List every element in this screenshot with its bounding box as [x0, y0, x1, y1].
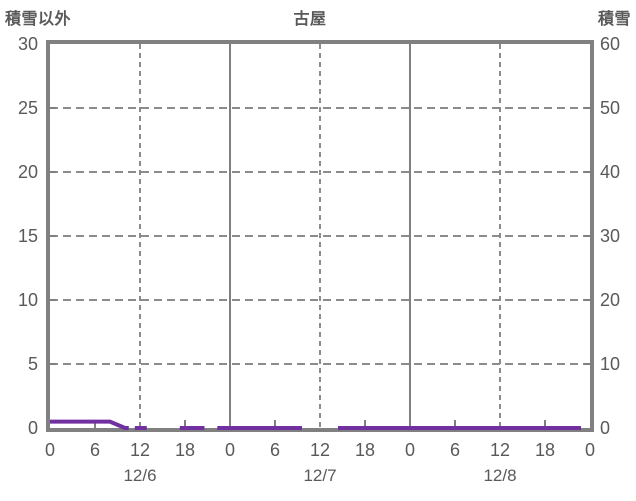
x-axis-hour-label: 6: [449, 440, 460, 460]
right-axis-label-40: 40: [600, 162, 621, 182]
left-axis-title: 積雪以外: [5, 11, 72, 28]
right-axis-label-10: 10: [600, 354, 621, 374]
right-axis-label-30: 30: [600, 226, 621, 246]
right-axis-label-50: 50: [600, 98, 621, 118]
left-axis-label-20: 20: [17, 162, 38, 182]
left-axis-label-5: 5: [27, 354, 38, 374]
left-axis-label-10: 10: [17, 290, 38, 310]
x-axis-hour-label: 18: [354, 440, 376, 460]
right-axis-label-0: 0: [600, 418, 611, 438]
right-axis-label-20: 20: [600, 290, 621, 310]
left-axis-label-30: 30: [17, 34, 38, 54]
x-axis-hour-label: 18: [534, 440, 556, 460]
x-axis-hour-label: 12: [309, 440, 331, 460]
x-axis-hour-label: 0: [224, 440, 235, 460]
x-axis-hour-label: 6: [269, 440, 280, 460]
plot-area: [46, 40, 594, 432]
x-axis-hour-label: 0: [44, 440, 55, 460]
x-axis-hour-label: 18: [174, 440, 196, 460]
left-axis-label-0: 0: [27, 418, 38, 438]
x-axis-hour-label: 12: [129, 440, 151, 460]
right-axis-label-60: 60: [600, 34, 621, 54]
left-axis-label-25: 25: [17, 98, 38, 118]
right-axis-title: 積雪: [597, 11, 631, 28]
x-axis-date-label: 12/6: [123, 466, 157, 485]
x-axis-date-label: 12/7: [303, 466, 337, 485]
x-axis-hour-label: 6: [89, 440, 100, 460]
x-axis-hour-label: 0: [404, 440, 415, 460]
chart-title: 古屋: [293, 11, 327, 28]
left-axis-label-15: 15: [17, 226, 38, 246]
x-axis-date-label: 12/8: [483, 466, 517, 485]
x-axis-hour-label: 0: [584, 440, 595, 460]
x-axis-hour-label: 12: [489, 440, 511, 460]
